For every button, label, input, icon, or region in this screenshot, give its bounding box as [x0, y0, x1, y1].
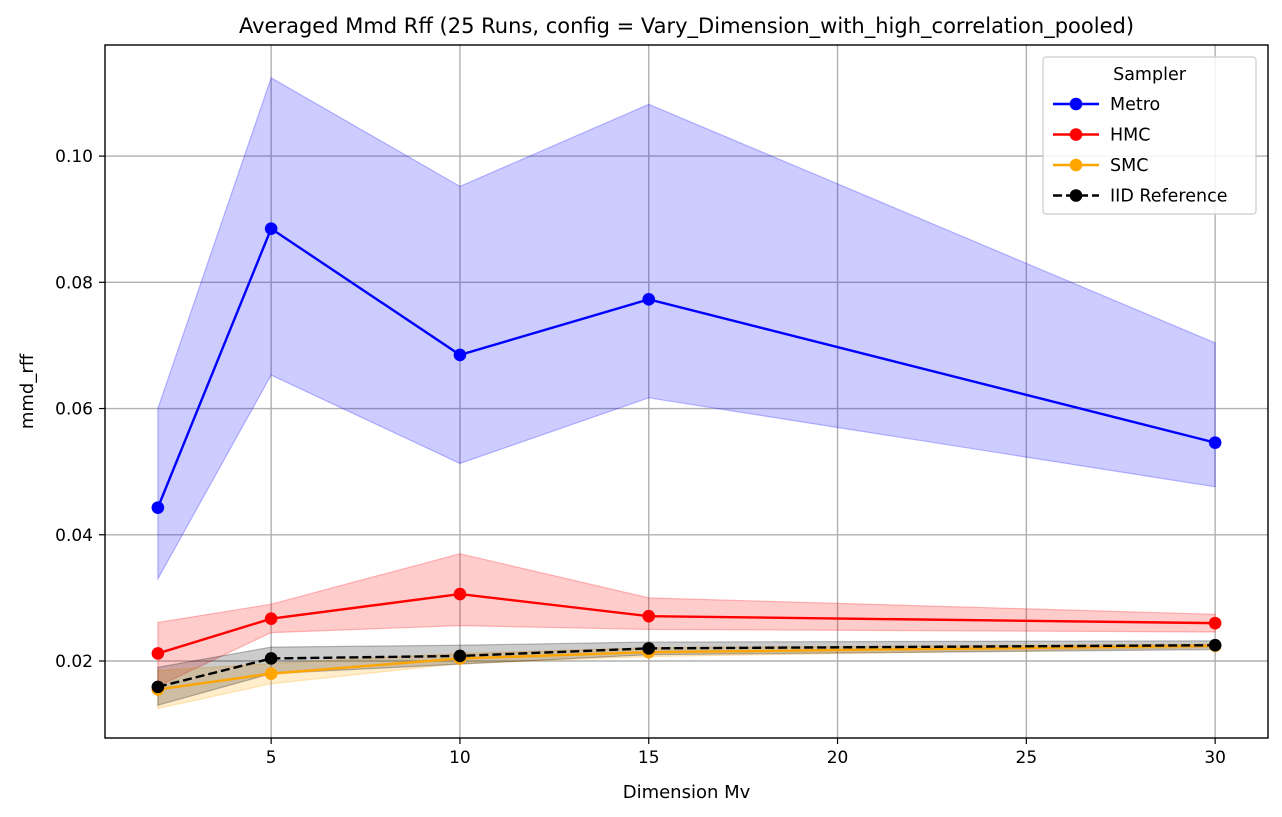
legend-item-metro: Metro: [1053, 95, 1160, 115]
legend-swatch-marker: [1069, 128, 1083, 141]
chart-title: Averaged Mmd Rff (25 Runs, config = Vary…: [239, 14, 1134, 39]
plot-frame: [104, 44, 1269, 739]
legend-item-smc: SMC: [1053, 156, 1148, 176]
legend-item-hmc: HMC: [1053, 126, 1150, 146]
iid-reference-point: [264, 652, 278, 665]
metro-point: [1208, 436, 1222, 449]
legend-label: SMC: [1110, 156, 1148, 176]
hmc-point: [151, 647, 165, 660]
smc-point: [264, 667, 278, 680]
y-tick-label: 0.02: [55, 652, 93, 672]
iid-reference-point: [151, 680, 165, 694]
legend-swatch-marker: [1069, 189, 1083, 202]
iid-reference-point: [453, 649, 467, 663]
metro-point: [453, 348, 467, 362]
metro-band: [157, 76, 1216, 582]
hmc-point: [642, 609, 656, 623]
legend-items: Metro HMC SMC IID Reference: [1053, 95, 1227, 207]
x-tick-label: 30: [1204, 748, 1226, 768]
hmc-point: [1208, 616, 1222, 630]
legend: Sampler Metro HMC SMC IID Reference: [1042, 56, 1257, 215]
legend-box: [1042, 56, 1257, 215]
metro-point: [642, 293, 656, 306]
x-axis-title: Dimension Mv: [623, 782, 751, 803]
x-tick-label: 25: [1016, 748, 1038, 768]
legend-label: IID Reference: [1110, 187, 1227, 207]
x-tick-label: 5: [266, 748, 277, 768]
y-tick-label: 0.06: [55, 400, 93, 420]
legend-title: Sampler: [1113, 65, 1187, 85]
series-points: [151, 222, 1222, 696]
legend-label: Metro: [1110, 95, 1160, 115]
y-tick-label: 0.04: [55, 526, 93, 546]
legend-swatch-marker: [1069, 97, 1083, 111]
iid-reference-point: [1208, 638, 1222, 652]
hmc-point: [453, 587, 467, 601]
metro-point: [264, 222, 278, 235]
legend-label: HMC: [1110, 126, 1150, 146]
x-tick-label: 15: [638, 748, 660, 768]
x-tick-label: 10: [449, 748, 471, 768]
y-axis-title: mmd_rff: [17, 353, 38, 429]
metro-point: [151, 501, 165, 514]
hmc-band: [157, 553, 1216, 688]
axis-ticks: 5 10 15 20 25 30 0.02 0.04 0.06 0.08 0.10: [55, 147, 1226, 768]
legend-item-iid-reference: IID Reference: [1053, 187, 1227, 207]
y-tick-label: 0.10: [55, 147, 93, 167]
legend-swatch-marker: [1069, 158, 1083, 172]
iid-reference-point: [642, 642, 656, 655]
hmc-point: [264, 612, 278, 626]
x-tick-label: 20: [827, 748, 849, 768]
y-tick-label: 0.08: [55, 273, 93, 293]
